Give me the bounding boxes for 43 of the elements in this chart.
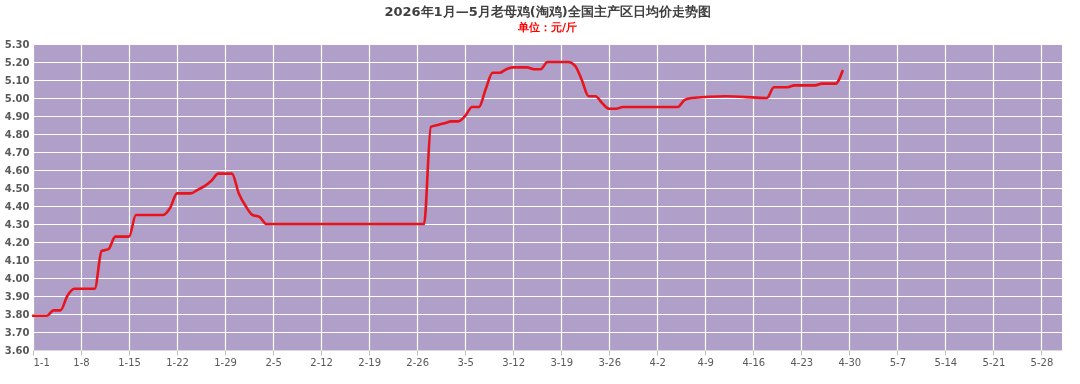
x-tick-label: 3-26 bbox=[598, 356, 622, 368]
y-tick-label: 5.30 bbox=[4, 38, 30, 50]
y-tick-label: 3.90 bbox=[4, 290, 30, 302]
y-tick-label: 5.10 bbox=[4, 74, 30, 86]
y-tick-label: 4.00 bbox=[4, 272, 30, 284]
x-tick-label: 2-26 bbox=[406, 356, 430, 368]
x-tick-label: 1-1 bbox=[33, 356, 50, 368]
y-tick-label: 4.40 bbox=[4, 200, 30, 212]
y-tick-label: 3.80 bbox=[4, 308, 30, 320]
chart-subtitle: 单位：元/斤 bbox=[516, 21, 578, 34]
x-tick-label: 5-7 bbox=[889, 356, 907, 368]
y-tick-label: 4.60 bbox=[4, 164, 30, 176]
x-tick-label: 5-28 bbox=[1030, 356, 1054, 368]
x-tick-label: 4-16 bbox=[742, 356, 766, 368]
x-tick-label: 1-8 bbox=[73, 356, 90, 368]
x-tick-label: 2-5 bbox=[265, 356, 282, 368]
line-series bbox=[31, 60, 844, 318]
x-tick-label: 4-2 bbox=[649, 356, 666, 368]
y-tick-label: 4.10 bbox=[4, 254, 30, 266]
y-tick-label: 4.50 bbox=[4, 182, 30, 194]
x-tick-label: 5-21 bbox=[982, 356, 1006, 368]
y-tick-label: 3.60 bbox=[4, 344, 30, 356]
x-tick-label: 1-29 bbox=[214, 356, 237, 368]
y-tick-label: 4.70 bbox=[4, 146, 30, 158]
x-tick-label: 1-22 bbox=[166, 356, 189, 368]
y-tick-label: 5.00 bbox=[4, 92, 30, 104]
y-tick-label: 3.70 bbox=[4, 326, 30, 338]
y-tick-label: 5.20 bbox=[4, 56, 30, 68]
x-tick-label: 5-14 bbox=[934, 356, 958, 368]
x-tick-label: 4-30 bbox=[838, 356, 862, 368]
x-tick-label: 1-15 bbox=[118, 356, 141, 368]
y-tick-label: 4.80 bbox=[4, 128, 30, 140]
y-tick-label: 4.20 bbox=[4, 236, 30, 248]
x-tick-label: 2-12 bbox=[310, 356, 333, 368]
x-tick-label: 3-12 bbox=[502, 356, 526, 368]
x-tick-label: 2-19 bbox=[358, 356, 381, 368]
y-tick-label: 4.30 bbox=[4, 218, 30, 230]
x-tick-label: 3-19 bbox=[550, 356, 574, 368]
y-tick-label: 4.90 bbox=[4, 110, 30, 122]
chart-title: 2026年1月—5月老母鸡(淘鸡)全国主产区日均价走势图 bbox=[384, 4, 711, 19]
x-tick-label: 4-9 bbox=[697, 356, 714, 368]
x-tick-label: 4-23 bbox=[790, 356, 814, 368]
x-tick-label: 3-5 bbox=[457, 356, 474, 368]
